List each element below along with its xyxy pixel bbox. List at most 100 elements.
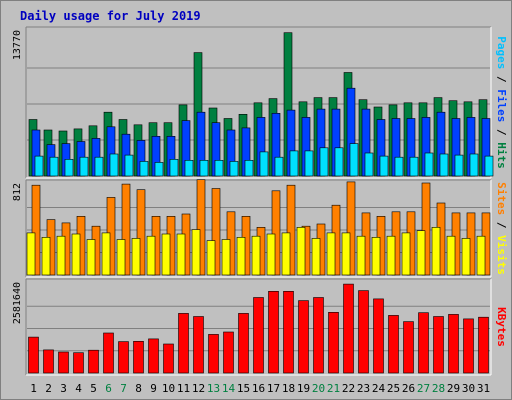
bar-visits-day-1 [26, 232, 36, 276]
bar-kbytes-day-24 [373, 298, 384, 374]
bar-visits-day-3 [56, 235, 66, 276]
x-tick-label-day-21: 21 [327, 382, 340, 395]
bar-kbytes-day-31 [478, 316, 489, 374]
x-tick-label-day-7: 7 [120, 382, 127, 395]
x-tick-label-day-18: 18 [282, 382, 295, 395]
bar-kbytes-day-11 [178, 313, 189, 374]
bar-visits-day-22 [341, 232, 351, 276]
bar-pages-day-28 [439, 153, 449, 177]
panel-kbytes-ymax-label: 2581640 [12, 282, 23, 324]
x-tick-label-day-17: 17 [267, 382, 280, 395]
bar-kbytes-day-30 [463, 318, 474, 374]
bar-visits-day-17 [266, 233, 276, 276]
panel-hits: 13770 Pages / Files / Hits [12, 26, 508, 179]
bar-kbytes-day-4 [73, 352, 84, 374]
legend-entry: / [495, 122, 508, 142]
bar-visits-day-4 [71, 233, 81, 276]
bar-visits-day-19 [296, 227, 306, 276]
bar-kbytes-day-8 [133, 340, 144, 374]
bar-pages-day-17 [274, 156, 284, 177]
bar-pages-day-30 [469, 153, 479, 177]
bar-kbytes-day-5 [88, 349, 99, 374]
x-tick-label-day-12: 12 [192, 382, 205, 395]
bar-sites-day-27 [421, 182, 431, 276]
bar-pages-day-26 [409, 156, 419, 177]
panel-visits: 812 Sites / Visits [12, 179, 508, 278]
x-tick-label-day-22: 22 [342, 382, 355, 395]
x-axis-day-labels: 1 2 3 4 5 6 7 8 9 10 11 12 13 14 15 16 17 18 19 20 21 22 23 24 2… [30, 382, 490, 395]
bar-pages-day-1 [34, 155, 44, 177]
bar-kbytes-day-10 [163, 343, 174, 374]
bar-pages-day-6 [109, 153, 119, 177]
bar-pages-day-27 [424, 152, 434, 177]
bar-sites-day-17 [271, 190, 281, 276]
x-tick-label-day-15: 15 [237, 382, 250, 395]
bar-pages-day-2 [49, 156, 59, 177]
bar-sites-day-8 [136, 189, 146, 276]
x-tick-label-day-27: 27 [417, 382, 430, 395]
bar-pages-day-21 [334, 147, 344, 177]
bar-kbytes-day-25 [388, 315, 399, 374]
bar-visits-day-21 [326, 232, 336, 276]
bar-visits-day-15 [236, 237, 246, 276]
bar-visits-day-27 [416, 230, 426, 276]
bar-pages-day-25 [394, 156, 404, 177]
bar-pages-day-15 [244, 160, 254, 177]
bar-kbytes-day-7 [118, 341, 129, 374]
x-tick-label-day-10: 10 [162, 382, 175, 395]
chart-panels: 13770 Pages / Files / Hits 812 Sites / Visi… [12, 26, 508, 376]
bar-visits-day-10 [161, 233, 171, 276]
x-tick-label-day-13: 13 [207, 382, 220, 395]
bar-sites-day-13 [211, 188, 221, 276]
bar-pages-day-14 [229, 161, 239, 177]
bar-kbytes-day-28 [433, 316, 444, 374]
legend-entry: / [495, 69, 508, 89]
x-tick-label-day-20: 20 [312, 382, 325, 395]
bar-kbytes-day-17 [268, 290, 279, 374]
bar-visits-day-14 [221, 239, 231, 276]
bar-kbytes-day-16 [253, 297, 264, 374]
x-tick-label-day-30: 30 [462, 382, 475, 395]
bar-visits-day-29 [446, 235, 456, 276]
bar-visits-day-26 [401, 232, 411, 276]
bar-pages-day-22 [349, 143, 359, 177]
bar-kbytes-day-29 [448, 314, 459, 374]
bar-kbytes-day-6 [103, 332, 114, 374]
x-tick-label-day-6: 6 [105, 382, 112, 395]
legend-entry: Files [495, 89, 508, 122]
x-tick-label-day-25: 25 [387, 382, 400, 395]
bar-kbytes-day-23 [358, 290, 369, 374]
bar-visits-day-7 [116, 239, 126, 276]
bar-pages-day-4 [79, 156, 89, 177]
bar-visits-day-23 [356, 235, 366, 276]
bar-pages-day-3 [64, 159, 74, 177]
bar-visits-day-5 [86, 239, 96, 276]
bar-pages-day-16 [259, 151, 269, 177]
bar-pages-day-7 [124, 154, 134, 177]
bar-visits-day-31 [476, 235, 486, 276]
panel-kbytes-legend-label: KBytes [495, 307, 508, 347]
bar-kbytes-day-12 [193, 316, 204, 374]
bar-pages-day-5 [94, 156, 104, 177]
x-tick-label-day-2: 2 [45, 382, 52, 395]
bar-visits-day-8 [131, 238, 141, 276]
bar-kbytes-day-20 [313, 297, 324, 374]
panel-visits-ymax-label: 812 [12, 183, 23, 201]
x-tick-label-day-3: 3 [60, 382, 67, 395]
legend-entry: / [495, 215, 508, 235]
bar-pages-day-18 [289, 150, 299, 177]
bar-kbytes-day-19 [298, 300, 309, 374]
bar-pages-day-24 [379, 155, 389, 177]
x-tick-label-day-29: 29 [447, 382, 460, 395]
bar-sites-day-18 [286, 184, 296, 276]
legend-entry: Pages [495, 36, 508, 69]
bar-pages-day-11 [184, 160, 194, 177]
bar-pages-day-29 [454, 154, 464, 177]
bar-kbytes-day-15 [238, 313, 249, 374]
bar-pages-day-9 [154, 162, 164, 177]
bar-visits-day-12 [191, 229, 201, 276]
bar-pages-day-8 [139, 161, 149, 177]
bar-visits-day-25 [386, 235, 396, 276]
bar-sites-day-1 [31, 184, 41, 276]
bar-kbytes-day-21 [328, 311, 339, 374]
